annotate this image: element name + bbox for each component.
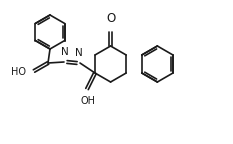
Text: N: N xyxy=(61,47,69,57)
Text: O: O xyxy=(106,12,115,25)
Text: N: N xyxy=(75,48,83,58)
Text: HO: HO xyxy=(11,67,26,77)
Text: OH: OH xyxy=(80,96,96,106)
